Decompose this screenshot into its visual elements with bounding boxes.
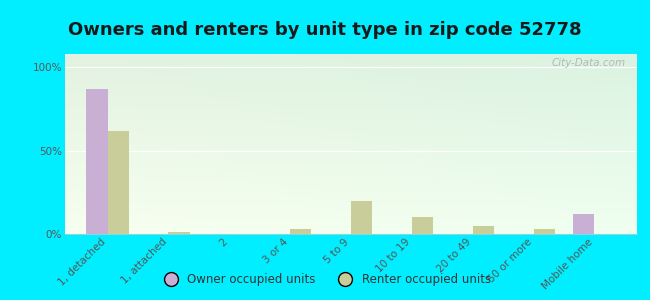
Bar: [412, 217, 433, 234]
Bar: [290, 229, 311, 234]
Bar: [534, 229, 555, 234]
Legend: Owner occupied units, Renter occupied units: Owner occupied units, Renter occupied un…: [154, 269, 496, 291]
Bar: [86, 89, 108, 234]
Text: City-Data.com: City-Data.com: [551, 58, 625, 68]
Bar: [168, 232, 190, 234]
Bar: [351, 201, 372, 234]
Bar: [473, 226, 494, 234]
Bar: [573, 214, 594, 234]
Text: Owners and renters by unit type in zip code 52778: Owners and renters by unit type in zip c…: [68, 21, 582, 39]
Bar: [108, 131, 129, 234]
